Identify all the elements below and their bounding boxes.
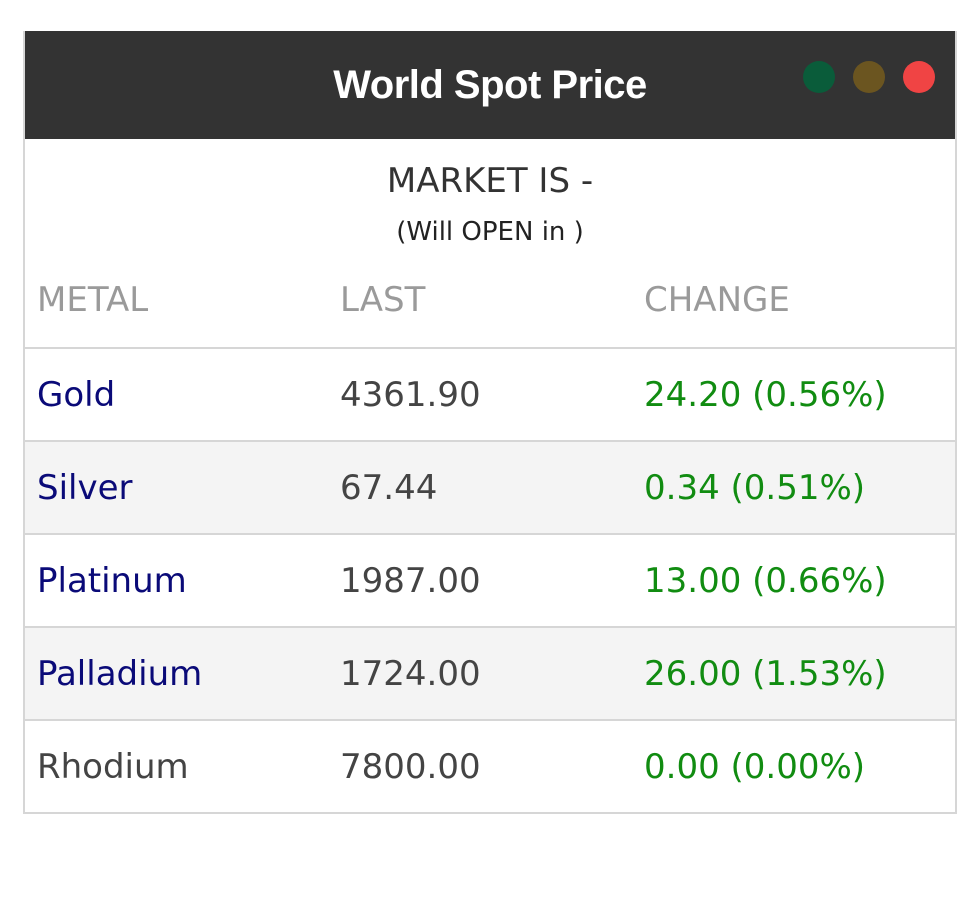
table-row: Silver 67.44 0.34 (0.51%) — [25, 440, 955, 533]
price-change: 0.00 (0.00%) — [644, 746, 866, 787]
table-row: Gold 4361.90 24.20 (0.56%) — [25, 347, 955, 440]
metal-label-rhodium: Rhodium — [37, 746, 189, 787]
price-change: 24.20 (0.56%) — [644, 374, 887, 415]
green-dot-icon[interactable] — [803, 61, 835, 93]
window-controls — [803, 61, 935, 93]
last-price: 1987.00 — [340, 560, 481, 601]
metal-link-silver[interactable]: Silver — [37, 467, 133, 508]
column-header-metal: METAL — [37, 280, 149, 320]
table-row: Rhodium 7800.00 0.00 (0.00%) — [25, 719, 955, 812]
market-status: MARKET IS - — [386, 161, 594, 201]
last-price: 1724.00 — [340, 653, 481, 694]
red-dot-icon[interactable] — [903, 61, 935, 93]
last-price: 4361.90 — [340, 374, 481, 415]
metal-link-platinum[interactable]: Platinum — [37, 560, 187, 601]
metal-link-palladium[interactable]: Palladium — [37, 653, 203, 694]
olive-dot-icon[interactable] — [853, 61, 885, 93]
table-row: Platinum 1987.00 13.00 (0.66%) — [25, 533, 955, 626]
metal-link-gold[interactable]: Gold — [37, 374, 116, 415]
price-change: 0.34 (0.51%) — [644, 467, 866, 508]
last-price: 67.44 — [340, 467, 438, 508]
market-status-panel: MARKET IS - (Will OPEN in ) — [25, 139, 955, 253]
price-change: 13.00 (0.66%) — [644, 560, 887, 601]
column-header-last: LAST — [340, 280, 426, 320]
price-change: 26.00 (1.53%) — [644, 653, 887, 694]
table-row: Palladium 1724.00 26.00 (1.53%) — [25, 626, 955, 719]
market-open-countdown: (Will OPEN in ) — [396, 217, 584, 247]
widget-title: World Spot Price — [333, 62, 647, 107]
column-header-change: CHANGE — [644, 280, 790, 320]
spot-price-widget: World Spot Price MARKET IS - (Will OPEN … — [23, 31, 957, 814]
table-header: METAL LAST CHANGE — [25, 253, 955, 347]
last-price: 7800.00 — [340, 746, 481, 787]
title-bar: World Spot Price — [25, 31, 955, 139]
